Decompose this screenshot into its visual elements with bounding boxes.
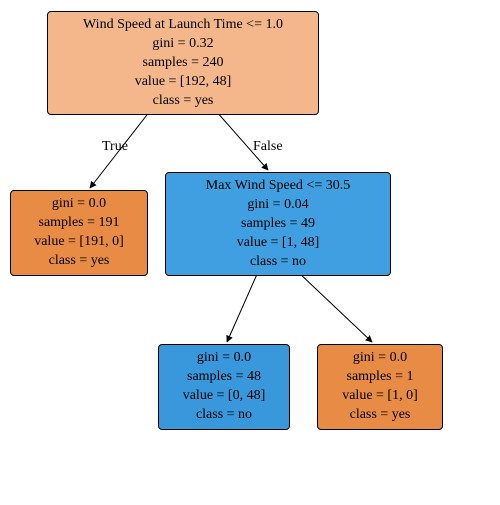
tree-node-root: Wind Speed at Launch Time <= 1.0 gini = … [47, 11, 319, 115]
node-line: samples = 240 [58, 54, 308, 73]
node-line: class = no [169, 406, 279, 425]
node-line: Max Wind Speed <= 30.5 [176, 177, 380, 196]
tree-node-right: Max Wind Speed <= 30.5 gini = 0.04 sampl… [165, 172, 391, 276]
node-line: class = no [176, 253, 380, 272]
node-line: class = yes [328, 406, 432, 425]
tree-node-rn-left-leaf: gini = 0.0 samples = 48 value = [0, 48] … [158, 344, 290, 430]
node-line: class = yes [21, 252, 137, 271]
node-line: samples = 48 [169, 368, 279, 387]
node-line: samples = 1 [328, 368, 432, 387]
node-line: gini = 0.04 [176, 196, 380, 215]
node-line: Wind Speed at Launch Time <= 1.0 [58, 16, 308, 35]
node-line: gini = 0.0 [169, 349, 279, 368]
node-line: gini = 0.32 [58, 35, 308, 54]
node-line: gini = 0.0 [21, 195, 137, 214]
node-line: class = yes [58, 92, 308, 111]
node-line: value = [1, 0] [328, 387, 432, 406]
node-line: value = [0, 48] [169, 387, 279, 406]
node-line: samples = 49 [176, 215, 380, 234]
node-line: value = [1, 48] [176, 234, 380, 253]
tree-node-left-leaf: gini = 0.0 samples = 191 value = [191, 0… [10, 190, 148, 276]
node-line: value = [191, 0] [21, 233, 137, 252]
tree-node-rn-right-leaf: gini = 0.0 samples = 1 value = [1, 0] cl… [317, 344, 443, 430]
node-line: gini = 0.0 [328, 349, 432, 368]
node-line: value = [192, 48] [58, 73, 308, 92]
node-line: samples = 191 [21, 214, 137, 233]
edge-label-true: True [102, 139, 128, 155]
edge-label-false: False [253, 139, 283, 155]
